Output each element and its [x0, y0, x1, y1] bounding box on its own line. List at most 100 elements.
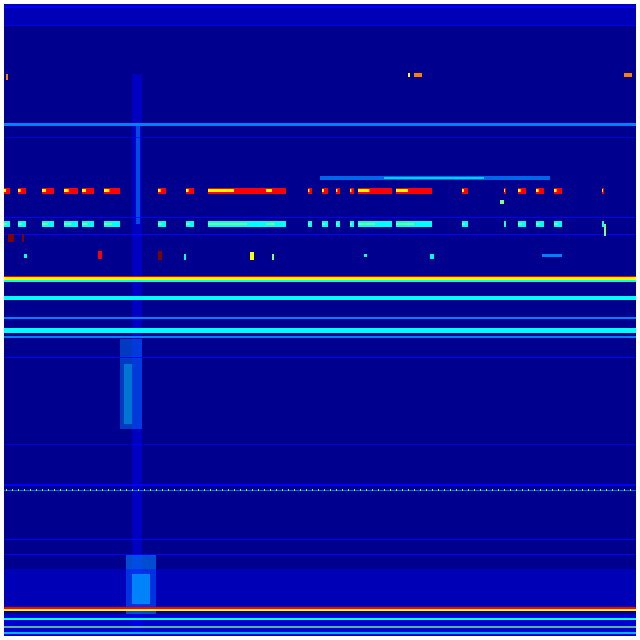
- dotted-line-dot: [624, 489, 625, 491]
- horizontal-line: [4, 484, 636, 486]
- pulse-green: [322, 223, 325, 225]
- dotted-line-dot: [510, 489, 511, 491]
- dotted-line-dot: [468, 489, 469, 491]
- horizontal-line: [4, 539, 636, 540]
- pulse-red: [336, 188, 340, 194]
- dotted-line-dot: [162, 489, 163, 491]
- pulse-red: [82, 188, 94, 194]
- dotted-line-dot: [6, 489, 7, 491]
- pulse-yellow: [42, 189, 46, 192]
- bottom-noise-line: [4, 626, 636, 628]
- vertical-streak-core: [136, 124, 140, 224]
- dotted-line-dot: [18, 489, 19, 491]
- blob: [158, 251, 162, 260]
- dotted-line-dot: [252, 489, 253, 491]
- pulse-green: [4, 223, 7, 225]
- pulse-yellow: [504, 189, 505, 192]
- dotted-line-dot: [516, 489, 517, 491]
- pulse-green: [602, 223, 603, 225]
- pulse-yellow: [358, 189, 370, 192]
- dotted-line-dot: [480, 489, 481, 491]
- horizontal-streak-core: [384, 177, 484, 179]
- horizontal-line: [4, 137, 636, 138]
- dotted-line-dot: [348, 489, 349, 491]
- top-line-2: [4, 25, 636, 26]
- blob: [414, 73, 422, 77]
- dotted-line-dot: [606, 489, 607, 491]
- blob: [6, 74, 8, 80]
- pulse-yellow: [536, 189, 539, 192]
- dotted-line-dot: [90, 489, 91, 491]
- horizontal-line: [4, 234, 636, 235]
- dotted-line-dot: [228, 489, 229, 491]
- dotted-line-dot: [618, 489, 619, 491]
- dotted-line-dot: [504, 489, 505, 491]
- dotted-line-dot: [402, 489, 403, 491]
- dotted-line-dot: [486, 489, 487, 491]
- vertical-plume: [120, 339, 142, 429]
- dotted-line-dot: [336, 489, 337, 491]
- pulse-yellow: [322, 189, 324, 192]
- pulse-yellow: [350, 189, 352, 192]
- dotted-line-dot: [246, 489, 247, 491]
- dotted-line-dot: [330, 489, 331, 491]
- dotted-line-dot: [600, 489, 601, 491]
- pulse-yellow: [518, 189, 521, 192]
- dotted-line-dot: [276, 489, 277, 491]
- dotted-line-dot: [240, 489, 241, 491]
- dotted-line-dot: [420, 489, 421, 491]
- dotted-line-dot: [174, 489, 175, 491]
- pulse-green: [336, 223, 338, 225]
- pulse-green: [186, 223, 190, 225]
- pulse-yellow: [266, 189, 272, 192]
- dotted-line-dot: [114, 489, 115, 491]
- pulse-yellow: [396, 189, 408, 192]
- dotted-line-dot: [540, 489, 541, 491]
- dotted-line-dot: [396, 489, 397, 491]
- pulse-yellow: [104, 189, 110, 192]
- pulse-red: [42, 188, 54, 194]
- red-band: [4, 607, 636, 609]
- dotted-line-dot: [582, 489, 583, 491]
- dotted-line-dot: [150, 489, 151, 491]
- dotted-line-dot: [342, 489, 343, 491]
- dotted-line-dot: [192, 489, 193, 491]
- pulse-green: [104, 223, 112, 225]
- dotted-line-dot: [498, 489, 499, 491]
- dotted-line-dot: [72, 489, 73, 491]
- top-band: [4, 4, 636, 26]
- blob: [272, 254, 274, 260]
- vertical-streak: [132, 74, 142, 634]
- dotted-line-dot: [546, 489, 547, 491]
- pulse-red: [104, 188, 120, 194]
- pulse-yellow: [158, 189, 161, 192]
- pulse-red: [358, 188, 392, 194]
- dotted-line-dot: [12, 489, 13, 491]
- pulse-yellow: [308, 189, 310, 192]
- dotted-line-dot: [54, 489, 55, 491]
- dotted-line-dot: [198, 489, 199, 491]
- pulse-yellow: [336, 189, 338, 192]
- dotted-line-dot: [630, 489, 631, 491]
- horizontal-line: [4, 444, 636, 445]
- dotted-line-dot: [216, 489, 217, 491]
- yellow-band: [4, 609, 636, 611]
- horizontal-line: [4, 336, 636, 338]
- noise-region: [4, 569, 636, 609]
- dotted-line-dot: [270, 489, 271, 491]
- dotted-line-dot: [288, 489, 289, 491]
- dotted-line-dot: [222, 489, 223, 491]
- pulse-yellow: [462, 189, 464, 192]
- dotted-line-dot: [306, 489, 307, 491]
- blob: [408, 73, 410, 77]
- dotted-line-dot: [96, 489, 97, 491]
- blob: [98, 251, 102, 259]
- pulse-green: [64, 223, 71, 225]
- pulse-red: [536, 188, 544, 194]
- bright-band: [4, 277, 636, 280]
- dotted-line-dot: [24, 489, 25, 491]
- pulse-red: [322, 188, 328, 194]
- horizontal-line: [4, 554, 636, 555]
- dotted-line-dot: [558, 489, 559, 491]
- dotted-line-dot: [372, 489, 373, 491]
